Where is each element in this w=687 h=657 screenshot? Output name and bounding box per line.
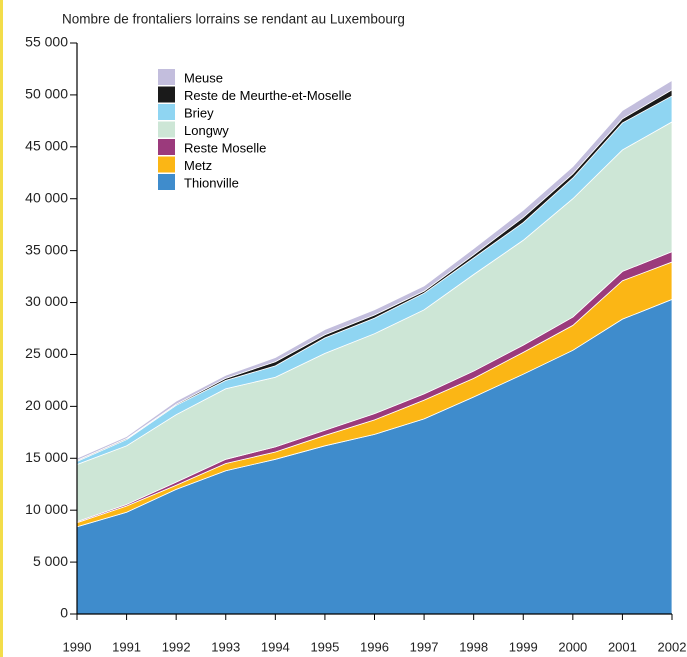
chart-title: Nombre de frontaliers lorrains se rendan… [62,12,405,27]
x-tick-label: 1993 [211,639,240,654]
x-tick-label: 1999 [509,639,538,654]
legend-label: Reste Moselle [184,140,266,155]
legend-swatch [158,139,175,155]
y-tick-label: 50 000 [25,86,68,102]
x-tick-label: 1990 [63,639,92,654]
legend-label: Thionville [184,175,239,190]
x-tick-label: 1996 [360,639,389,654]
y-tick-label: 5 000 [33,553,68,569]
y-tick-label: 45 000 [25,138,68,154]
x-tick-label: 1998 [459,639,488,654]
x-tick-label: 2002 [658,639,687,654]
x-tick-label: 2001 [608,639,637,654]
legend-swatch [158,156,175,173]
legend-label: Meuse [184,70,223,85]
legend-label: Briey [184,105,214,120]
legend-swatch [158,69,175,85]
y-tick-label: 25 000 [25,345,68,361]
legend-label: Metz [184,158,212,173]
y-tick-label: 55 000 [25,34,68,50]
legend-swatch [158,86,175,103]
legend-swatch [158,174,175,190]
area [76,79,673,461]
y-tick-label: 40 000 [25,189,68,205]
x-tick-label: 2000 [558,639,587,654]
y-tick-label: 10 000 [25,501,68,517]
edge-strip [0,0,3,657]
x-tick-label: 1995 [310,639,339,654]
y-tick-label: 20 000 [25,397,68,413]
legend-swatch [158,104,175,120]
legend-label: Reste de Meurthe-et-Moselle [184,88,352,103]
x-tick-label: 1991 [112,639,141,654]
y-tick-label: 0 [60,605,68,621]
y-tick-label: 15 000 [25,449,68,465]
x-tick-label: 1992 [162,639,191,654]
x-tick-label: 1994 [261,639,290,654]
x-tick-label: 1997 [410,639,439,654]
y-tick-label: 35 000 [25,241,68,257]
legend-label: Longwy [184,123,229,138]
y-tick-label: 30 000 [25,293,68,309]
legend-swatch [158,121,175,138]
